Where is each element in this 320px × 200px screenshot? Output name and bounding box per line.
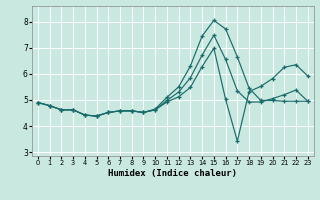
X-axis label: Humidex (Indice chaleur): Humidex (Indice chaleur)	[108, 169, 237, 178]
